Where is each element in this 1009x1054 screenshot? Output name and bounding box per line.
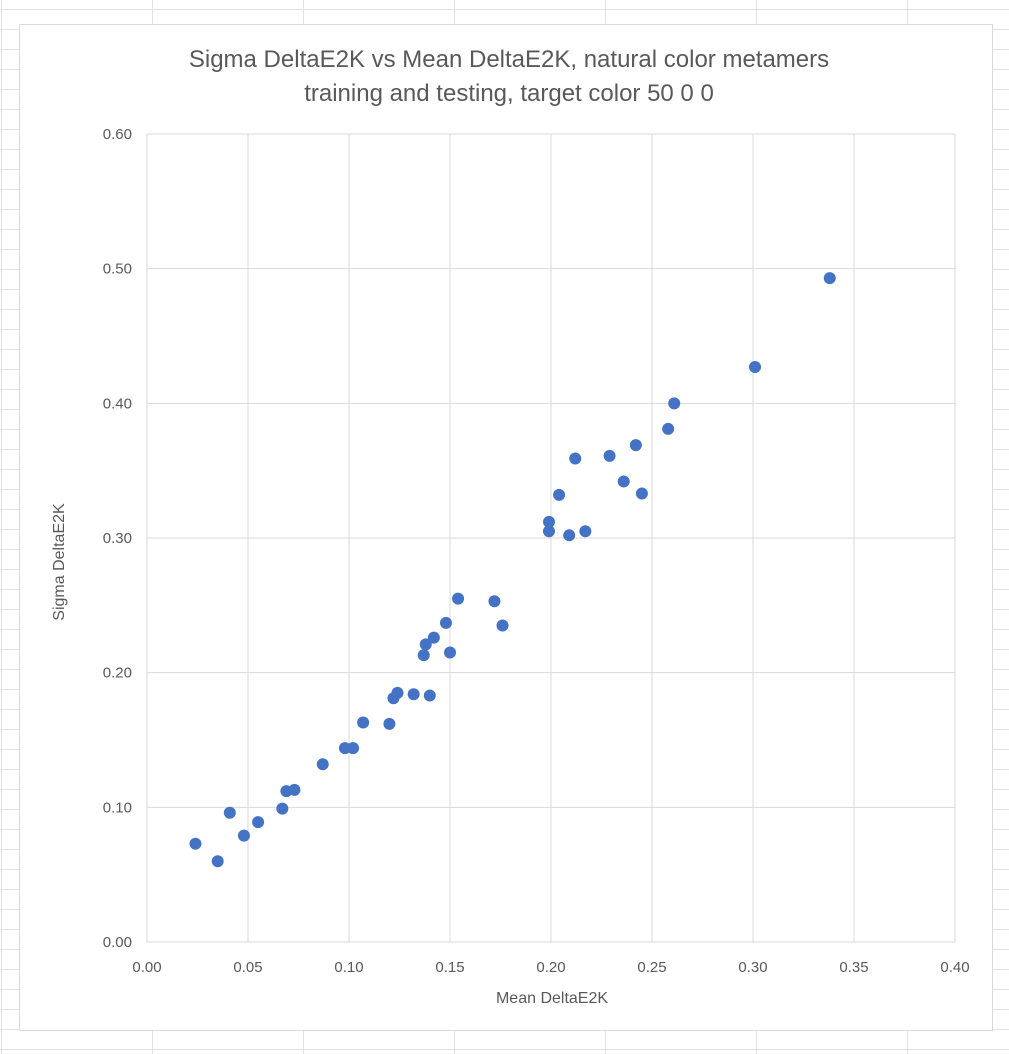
y-axis-tick-labels: 0.00 0.10 0.20 0.30 0.40 0.50 0.60 <box>103 126 132 951</box>
data-point[interactable] <box>419 638 432 651</box>
x-tick-label: 0.35 <box>839 959 868 976</box>
x-tick-label: 0.30 <box>738 959 767 976</box>
data-point[interactable] <box>542 515 555 528</box>
data-point[interactable] <box>553 488 566 501</box>
data-point[interactable] <box>563 529 576 542</box>
y-tick-label: 0.30 <box>103 530 132 547</box>
data-point[interactable] <box>252 816 265 829</box>
data-point[interactable] <box>391 686 404 699</box>
data-point[interactable] <box>237 829 250 842</box>
y-tick-label: 0.40 <box>103 395 132 412</box>
y-tick-label: 0.20 <box>103 665 132 682</box>
data-point[interactable] <box>211 855 224 868</box>
data-point[interactable] <box>417 649 430 662</box>
data-point[interactable] <box>383 717 396 730</box>
data-point[interactable] <box>357 716 370 729</box>
data-point[interactable] <box>407 688 420 701</box>
data-point[interactable] <box>749 360 762 373</box>
chart-area[interactable]: Sigma DeltaE2K vs Mean DeltaE2K, natural… <box>19 24 993 1031</box>
y-tick-label: 0.50 <box>103 261 132 278</box>
data-point[interactable] <box>569 452 582 465</box>
x-tick-label: 0.05 <box>233 959 262 976</box>
data-point[interactable] <box>347 742 360 755</box>
x-tick-label: 0.10 <box>334 959 363 976</box>
y-tick-label: 0.00 <box>103 934 132 951</box>
scatter-chart: Sigma DeltaE2K vs Mean DeltaE2K, natural… <box>51 46 970 1007</box>
data-point[interactable] <box>288 783 301 796</box>
data-point[interactable] <box>444 646 456 659</box>
data-point[interactable] <box>662 422 675 435</box>
x-axis-title: Mean DeltaE2K <box>496 990 608 1007</box>
x-axis-tick-labels: 0.00 0.05 0.10 0.15 0.20 0.25 0.30 0.35 0.40 <box>132 959 969 976</box>
x-tick-label: 0.40 <box>940 959 969 976</box>
data-point[interactable] <box>316 758 329 771</box>
x-tick-label: 0.20 <box>536 959 565 976</box>
x-tick-label: 0.25 <box>637 959 666 976</box>
data-point[interactable] <box>276 802 289 815</box>
data-point[interactable] <box>617 475 630 488</box>
x-tick-label: 0.00 <box>132 959 161 976</box>
data-point[interactable] <box>668 397 681 410</box>
data-point[interactable] <box>452 592 465 605</box>
data-points <box>189 272 836 868</box>
data-point[interactable] <box>427 631 440 644</box>
chart-title-line-2: training and testing, target color 50 0 … <box>304 80 714 107</box>
data-point[interactable] <box>439 616 452 629</box>
data-point[interactable] <box>603 449 616 462</box>
data-point[interactable] <box>496 619 509 632</box>
data-point[interactable] <box>223 806 236 819</box>
chart-title-line-1: Sigma DeltaE2K vs Mean DeltaE2K, natural… <box>189 46 829 73</box>
data-point[interactable] <box>579 525 592 538</box>
y-tick-label: 0.10 <box>103 799 132 816</box>
data-point[interactable] <box>542 525 555 538</box>
gridlines <box>146 133 956 943</box>
data-point[interactable] <box>423 689 436 702</box>
x-tick-label: 0.15 <box>435 959 464 976</box>
data-point[interactable] <box>629 439 642 452</box>
data-point[interactable] <box>488 595 501 608</box>
data-point[interactable] <box>189 837 202 850</box>
y-axis-title: Sigma DeltaE2K <box>51 503 68 621</box>
data-point[interactable] <box>635 487 648 500</box>
y-tick-label: 0.60 <box>103 126 132 143</box>
data-point[interactable] <box>823 272 836 285</box>
